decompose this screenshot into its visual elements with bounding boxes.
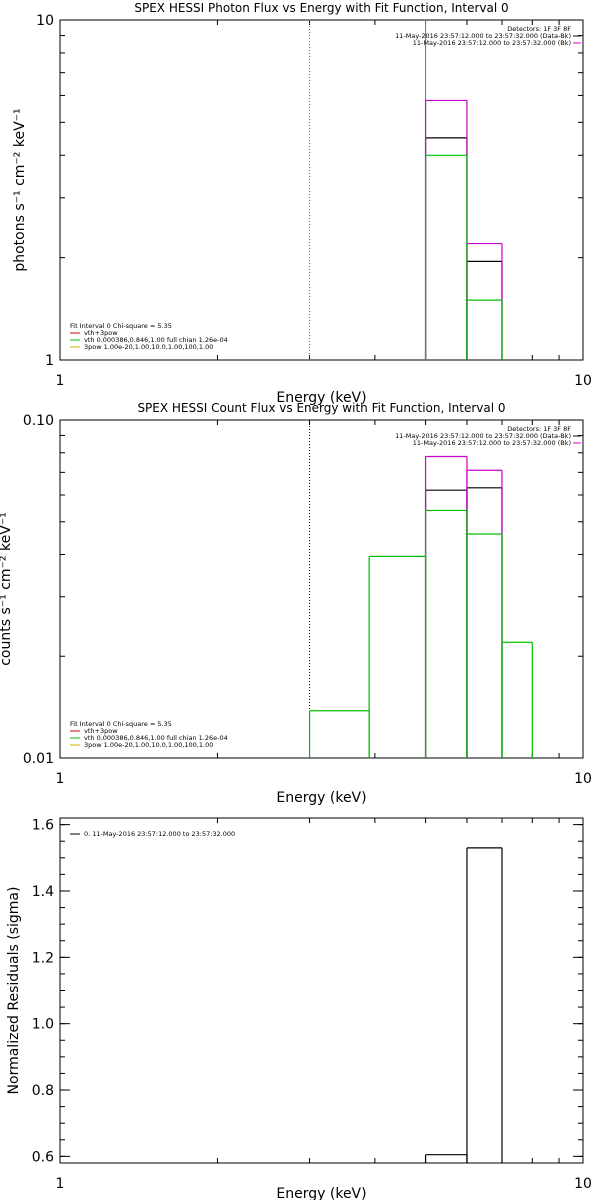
x-tick-label: 1 [56,771,65,787]
legend-entry-label: vth 0.000386,0.846,1.00 full chian 1.26e… [84,336,228,344]
plot-frame [59,817,584,1164]
legend-entry-label: 0. 11-May-2016 23:57:12.000 to 23:57:32.… [84,830,235,838]
x-axis: 1 10 [56,20,592,389]
legend-entry-label: 11-May-2016 23:57:12.000 to 23:57:32.000… [413,439,571,447]
chart-title: SPEX HESSI Count Flux vs Energy with Fit… [137,401,505,415]
legend-bottom-left: Fit Interval 0 Chi-square = 5.35vth+3pow… [70,322,228,351]
legend-entry-label: 11-May-2016 23:57:12.000 to 23:57:32.000… [395,32,571,40]
y-tick-label: 0.01 [23,751,54,767]
x-tick-label: 10 [574,373,592,389]
series-2 [424,99,503,360]
x-tick-label: 10 [574,771,592,787]
legend-header: Detectors: 1F 3F 8F [507,425,571,433]
x-axis-label: Energy (keV) [276,390,366,406]
plot-frame [59,419,584,759]
series-1 [424,137,503,360]
series-1 [424,487,503,758]
legend-entry-label: 3pow 1.00e-20,1.00,10.0,1.00,100,1.00 [84,343,213,351]
y-tick-label: 0.10 [23,413,54,429]
x-tick-label: 1 [56,1176,65,1192]
y-axis-label: counts s⁻¹ cm⁻² keV⁻¹ [0,512,14,666]
y-axis: 0.6 0.8 1.0 1.2 1.4 1.6 [32,818,583,1165]
legend-top-left: 0. 11-May-2016 23:57:12.000 to 23:57:32.… [70,830,235,838]
x-axis: 1 10 [56,420,592,787]
series-3 [424,154,503,360]
legend-entry-label: 11-May-2016 23:57:12.000 to 23:57:32.000… [413,39,571,47]
legend-entry-label: 11-May-2016 23:57:12.000 to 23:57:32.000… [395,432,571,440]
legend-entry-label: vth 0.000386,0.846,1.00 full chian 1.26e… [84,734,228,742]
legend-entry-label: vth+3pow [84,727,118,735]
legend-header: Fit Interval 0 Chi-square = 5.35 [70,720,172,728]
y-tick-label: 1.6 [32,818,54,834]
x-axis-label: Energy (keV) [276,790,366,806]
y-tick-label: 10 [36,13,54,29]
y-tick-label: 1.0 [32,1017,54,1033]
y-axis-label: photons s⁻¹ cm⁻² keV⁻¹ [12,108,28,271]
panel-1: SPEX HESSI Photon Flux vs Energy with Fi… [12,1,592,406]
y-tick-label: 1 [45,353,54,369]
series-1 [424,847,503,1163]
series-3 [308,509,533,758]
y-tick-label: 1.4 [32,884,54,900]
chart-title: SPEX HESSI Photon Flux vs Energy with Fi… [134,1,508,15]
legend-bottom-left: Fit Interval 0 Chi-square = 5.35vth+3pow… [70,720,228,749]
y-axis-label: Normalized Residuals (sigma) [6,887,22,1095]
series-2 [424,455,503,758]
panel-2: SPEX HESSI Count Flux vs Energy with Fit… [0,401,592,806]
y-tick-label: 0.8 [32,1083,54,1099]
legend-header: Detectors: 1F 3F 8F [507,25,571,33]
x-tick-label: 1 [56,373,65,389]
plot-frame [59,19,584,361]
legend-header: Fit Interval 0 Chi-square = 5.35 [70,322,172,330]
y-tick-label: 1.2 [32,950,54,966]
legend-entry-label: vth+3pow [84,329,118,337]
x-axis: 1 10 [56,818,592,1192]
x-axis-label: Energy (keV) [276,1186,366,1200]
x-tick-label: 10 [574,1176,592,1192]
legend-entry-label: 3pow 1.00e-20,1.00,10.0,1.00,100,1.00 [84,741,213,749]
y-axis: 1 10 [36,13,583,369]
y-tick-label: 0.6 [32,1149,54,1165]
panel-3: Energy (keV) Normalized Residuals (sigma)… [6,817,592,1200]
y-axis: 0.01 0.10 [23,413,583,767]
